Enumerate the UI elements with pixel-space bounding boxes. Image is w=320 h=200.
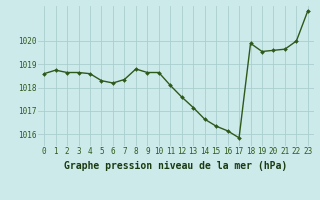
X-axis label: Graphe pression niveau de la mer (hPa): Graphe pression niveau de la mer (hPa) xyxy=(64,161,288,171)
